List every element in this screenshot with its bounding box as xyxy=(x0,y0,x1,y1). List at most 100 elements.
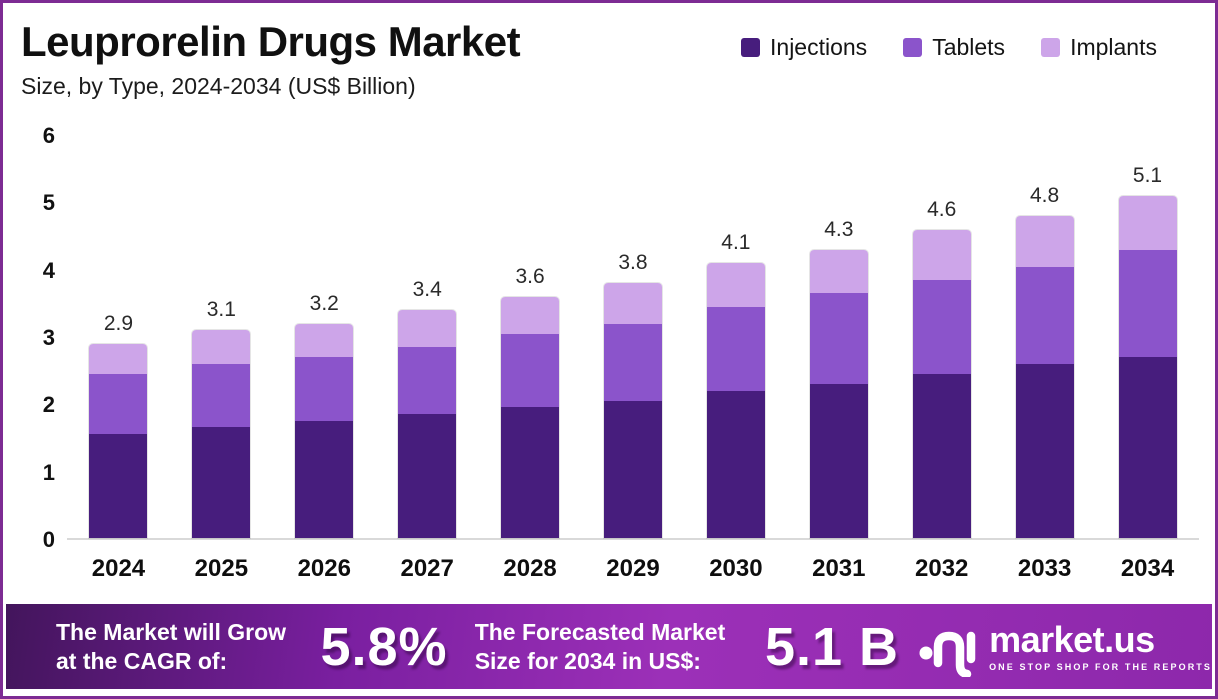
bar-segment-injections xyxy=(1118,357,1177,538)
legend-item-injections: Injections xyxy=(741,34,867,61)
bar-segment-tablets xyxy=(89,373,148,435)
bar-segment-implants xyxy=(295,323,354,358)
bar-segment-injections xyxy=(1015,363,1074,538)
bar-total-label: 4.3 xyxy=(824,217,854,241)
bar-stack xyxy=(912,229,971,538)
legend-label: Injections xyxy=(770,34,868,60)
brand-text: market.us ONE STOP SHOP FOR THE REPORTS xyxy=(989,618,1212,672)
y-axis-tick-label: 6 xyxy=(42,123,55,148)
bar-segment-implants xyxy=(603,283,662,324)
bar-segment-tablets xyxy=(1015,266,1074,364)
bar-total-label: 3.8 xyxy=(618,251,648,275)
x-axis-label: 2033 xyxy=(1017,555,1072,582)
forecast-value: 5.1 B xyxy=(764,616,900,677)
bar-stack xyxy=(295,323,354,538)
header: Leuprorelin Drugs Market Size, by Type, … xyxy=(21,18,521,100)
bar-segment-implants xyxy=(706,263,765,307)
bar-segment-injections xyxy=(89,434,148,538)
bar-total-label: 3.6 xyxy=(515,264,545,288)
page-title: Leuprorelin Drugs Market xyxy=(21,18,521,65)
bar-total-label: 2.9 xyxy=(103,311,134,335)
bar-segment-injections xyxy=(603,400,662,538)
bar-column-2029: 3.8 xyxy=(582,136,685,538)
bar-column-2034: 5.1 xyxy=(1096,136,1199,538)
bar-column-2033: 4.8 xyxy=(993,136,1096,538)
bar-column-2024: 2.9 xyxy=(67,136,170,538)
footer-banner: The Market will Grow at the CAGR of: 5.8… xyxy=(6,604,1212,689)
x-axis-label: 2030 xyxy=(709,555,763,582)
x-axis-label: 2031 xyxy=(812,555,866,582)
bar-stack xyxy=(501,296,560,538)
bar-segment-implants xyxy=(398,310,457,348)
x-axis-label: 2026 xyxy=(297,555,351,582)
y-axis-tick-label: 0 xyxy=(42,527,55,552)
bar-stack xyxy=(89,343,148,538)
x-axis-label: 2025 xyxy=(194,555,249,582)
bar-total-label: 3.4 xyxy=(412,278,442,302)
bar-segment-tablets xyxy=(295,357,354,421)
bar-segment-tablets xyxy=(706,306,765,391)
y-axis-tick-label: 2 xyxy=(42,392,55,418)
bar-stack xyxy=(706,263,765,538)
bar-column-2025: 3.1 xyxy=(170,136,273,538)
x-axis: 2024 2025 2026 2027 2028 2029 2030 2031 2032 2033… xyxy=(67,555,1199,583)
bar-column-2030: 4.1 xyxy=(684,136,787,538)
legend-swatch-icon xyxy=(903,38,923,57)
bar-segment-implants xyxy=(809,249,868,294)
bar-column-2028: 3.6 xyxy=(479,136,582,538)
x-axis-label: 2024 xyxy=(91,555,146,582)
bar-stack xyxy=(398,310,457,538)
bar-total-label: 4.6 xyxy=(927,197,957,221)
legend-item-tablets: Tablets xyxy=(903,34,1005,61)
legend-label: Tablets xyxy=(932,34,1006,60)
legend-swatch-icon xyxy=(1041,38,1061,57)
bar-segment-injections xyxy=(912,373,971,538)
bar-segment-injections xyxy=(398,414,457,538)
y-axis-tick-label: 4 xyxy=(42,257,55,283)
bar-segment-injections xyxy=(295,420,354,538)
y-axis: 0 1 2 3 4 5 6 xyxy=(15,123,55,552)
bar-segment-injections xyxy=(192,427,251,538)
bar-total-label: 5.1 xyxy=(1132,164,1163,188)
brand-tagline: ONE STOP SHOP FOR THE REPORTS xyxy=(989,661,1212,672)
y-axis-tick-label: 5 xyxy=(42,190,55,216)
bar-stack xyxy=(1015,216,1074,538)
legend-label: Implants xyxy=(1070,34,1157,60)
page-subtitle: Size, by Type, 2024-2034 (US$ Billion) xyxy=(21,73,416,100)
bar-segment-tablets xyxy=(809,293,868,384)
bar-segment-implants xyxy=(192,330,251,364)
bar-segment-implants xyxy=(1015,216,1074,267)
plot-area: 2.9 3.1 3.2 3.4 3.6 3.8 4.1 4.3 4.6 4.8 5.1 xyxy=(67,136,1199,540)
brand-lockup: market.us ONE STOP SHOP FOR THE REPORTS xyxy=(919,617,1212,677)
legend-swatch-icon xyxy=(741,38,761,57)
x-axis-label: 2029 xyxy=(606,555,660,582)
x-axis-label: 2034 xyxy=(1120,555,1175,582)
bar-total-label: 4.8 xyxy=(1030,184,1060,208)
bar-stack xyxy=(192,330,251,538)
x-axis-label: 2028 xyxy=(503,555,557,582)
bar-total-label: 4.1 xyxy=(721,231,751,255)
bar-segment-injections xyxy=(809,383,868,538)
bar-stack xyxy=(1118,196,1177,538)
y-axis-tick-label: 3 xyxy=(42,325,55,350)
bar-segment-tablets xyxy=(192,363,251,428)
bar-column-2032: 4.6 xyxy=(890,136,993,538)
cagr-label: The Market will Grow at the CAGR of: xyxy=(56,619,287,674)
x-axis-label: 2032 xyxy=(915,555,969,582)
bar-segment-injections xyxy=(501,407,560,538)
x-axis-label: 2027 xyxy=(400,555,454,582)
brand-name: market.us xyxy=(989,618,1155,660)
forecast-label: The Forecasted Market Size for 2034 in U… xyxy=(474,619,726,674)
y-axis-tick-label: 1 xyxy=(42,459,55,485)
bar-segment-injections xyxy=(706,390,765,538)
bar-segment-tablets xyxy=(912,280,971,374)
bar-column-2027: 3.4 xyxy=(376,136,479,538)
legend-item-implants: Implants xyxy=(1041,34,1157,61)
cagr-value: 5.8% xyxy=(320,616,448,677)
bar-segment-implants xyxy=(912,229,971,281)
bar-stack xyxy=(809,249,868,538)
bar-segment-tablets xyxy=(603,323,662,401)
bar-segment-implants xyxy=(89,343,148,374)
bar-total-label: 3.1 xyxy=(206,298,236,322)
